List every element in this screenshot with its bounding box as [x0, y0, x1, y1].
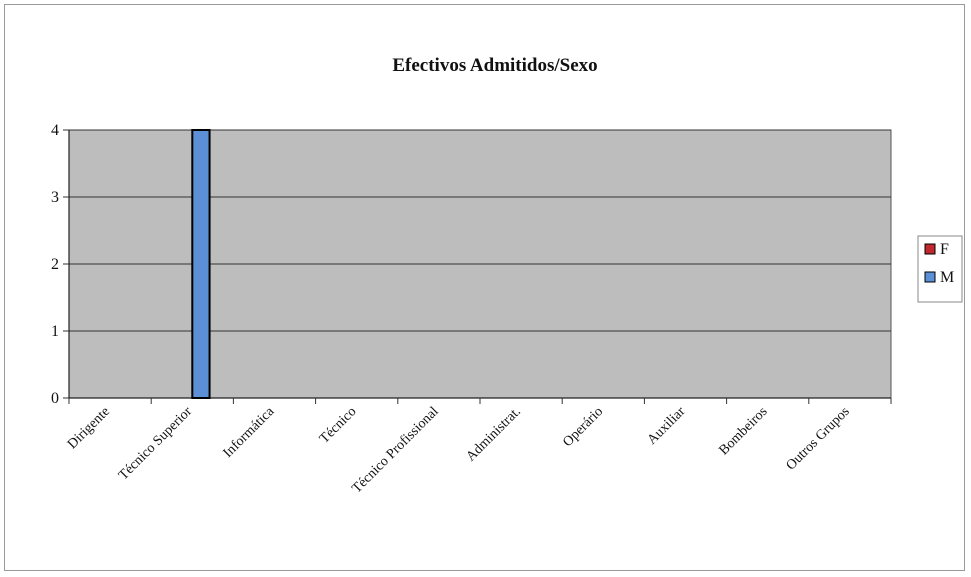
x-tick-label: Informática [221, 404, 278, 461]
x-tick-label: Dirigente [65, 404, 113, 452]
legend: FM [917, 235, 963, 303]
bar-m-2 [191, 129, 211, 399]
x-tick-label: Administrat. [464, 404, 524, 464]
chart-frame: Efectivos Admitidos/Sexo 0 1 2 3 4 Dirigente T… [4, 4, 965, 571]
x-tick-label: Técnico Superior [116, 404, 195, 483]
x-tick-label: Bombeiros [716, 404, 770, 458]
chart-title: Efectivos Admitidos/Sexo [392, 55, 597, 76]
y-tick-label: 2 [51, 256, 59, 273]
legend-label: M [940, 269, 954, 286]
y-tick-label: 1 [51, 323, 59, 340]
legend-swatch [924, 243, 936, 255]
legend-swatch [924, 271, 936, 283]
x-tick-label: Técnico [317, 404, 359, 446]
legend-label: F [940, 241, 949, 258]
x-tick-label: Técnico Profissional [349, 404, 441, 496]
x-tick-label: Operário [560, 404, 606, 450]
y-tick-label: 0 [51, 390, 59, 407]
y-tick-label: 3 [51, 189, 59, 206]
x-tick-label: Auxiliar [645, 404, 689, 448]
plot-area: 0 1 2 3 4 Dirigente Técnico Superior Informátic… [51, 122, 892, 496]
y-tick-label: 4 [51, 122, 59, 139]
x-tick-label: Outros Grupos [784, 404, 853, 473]
